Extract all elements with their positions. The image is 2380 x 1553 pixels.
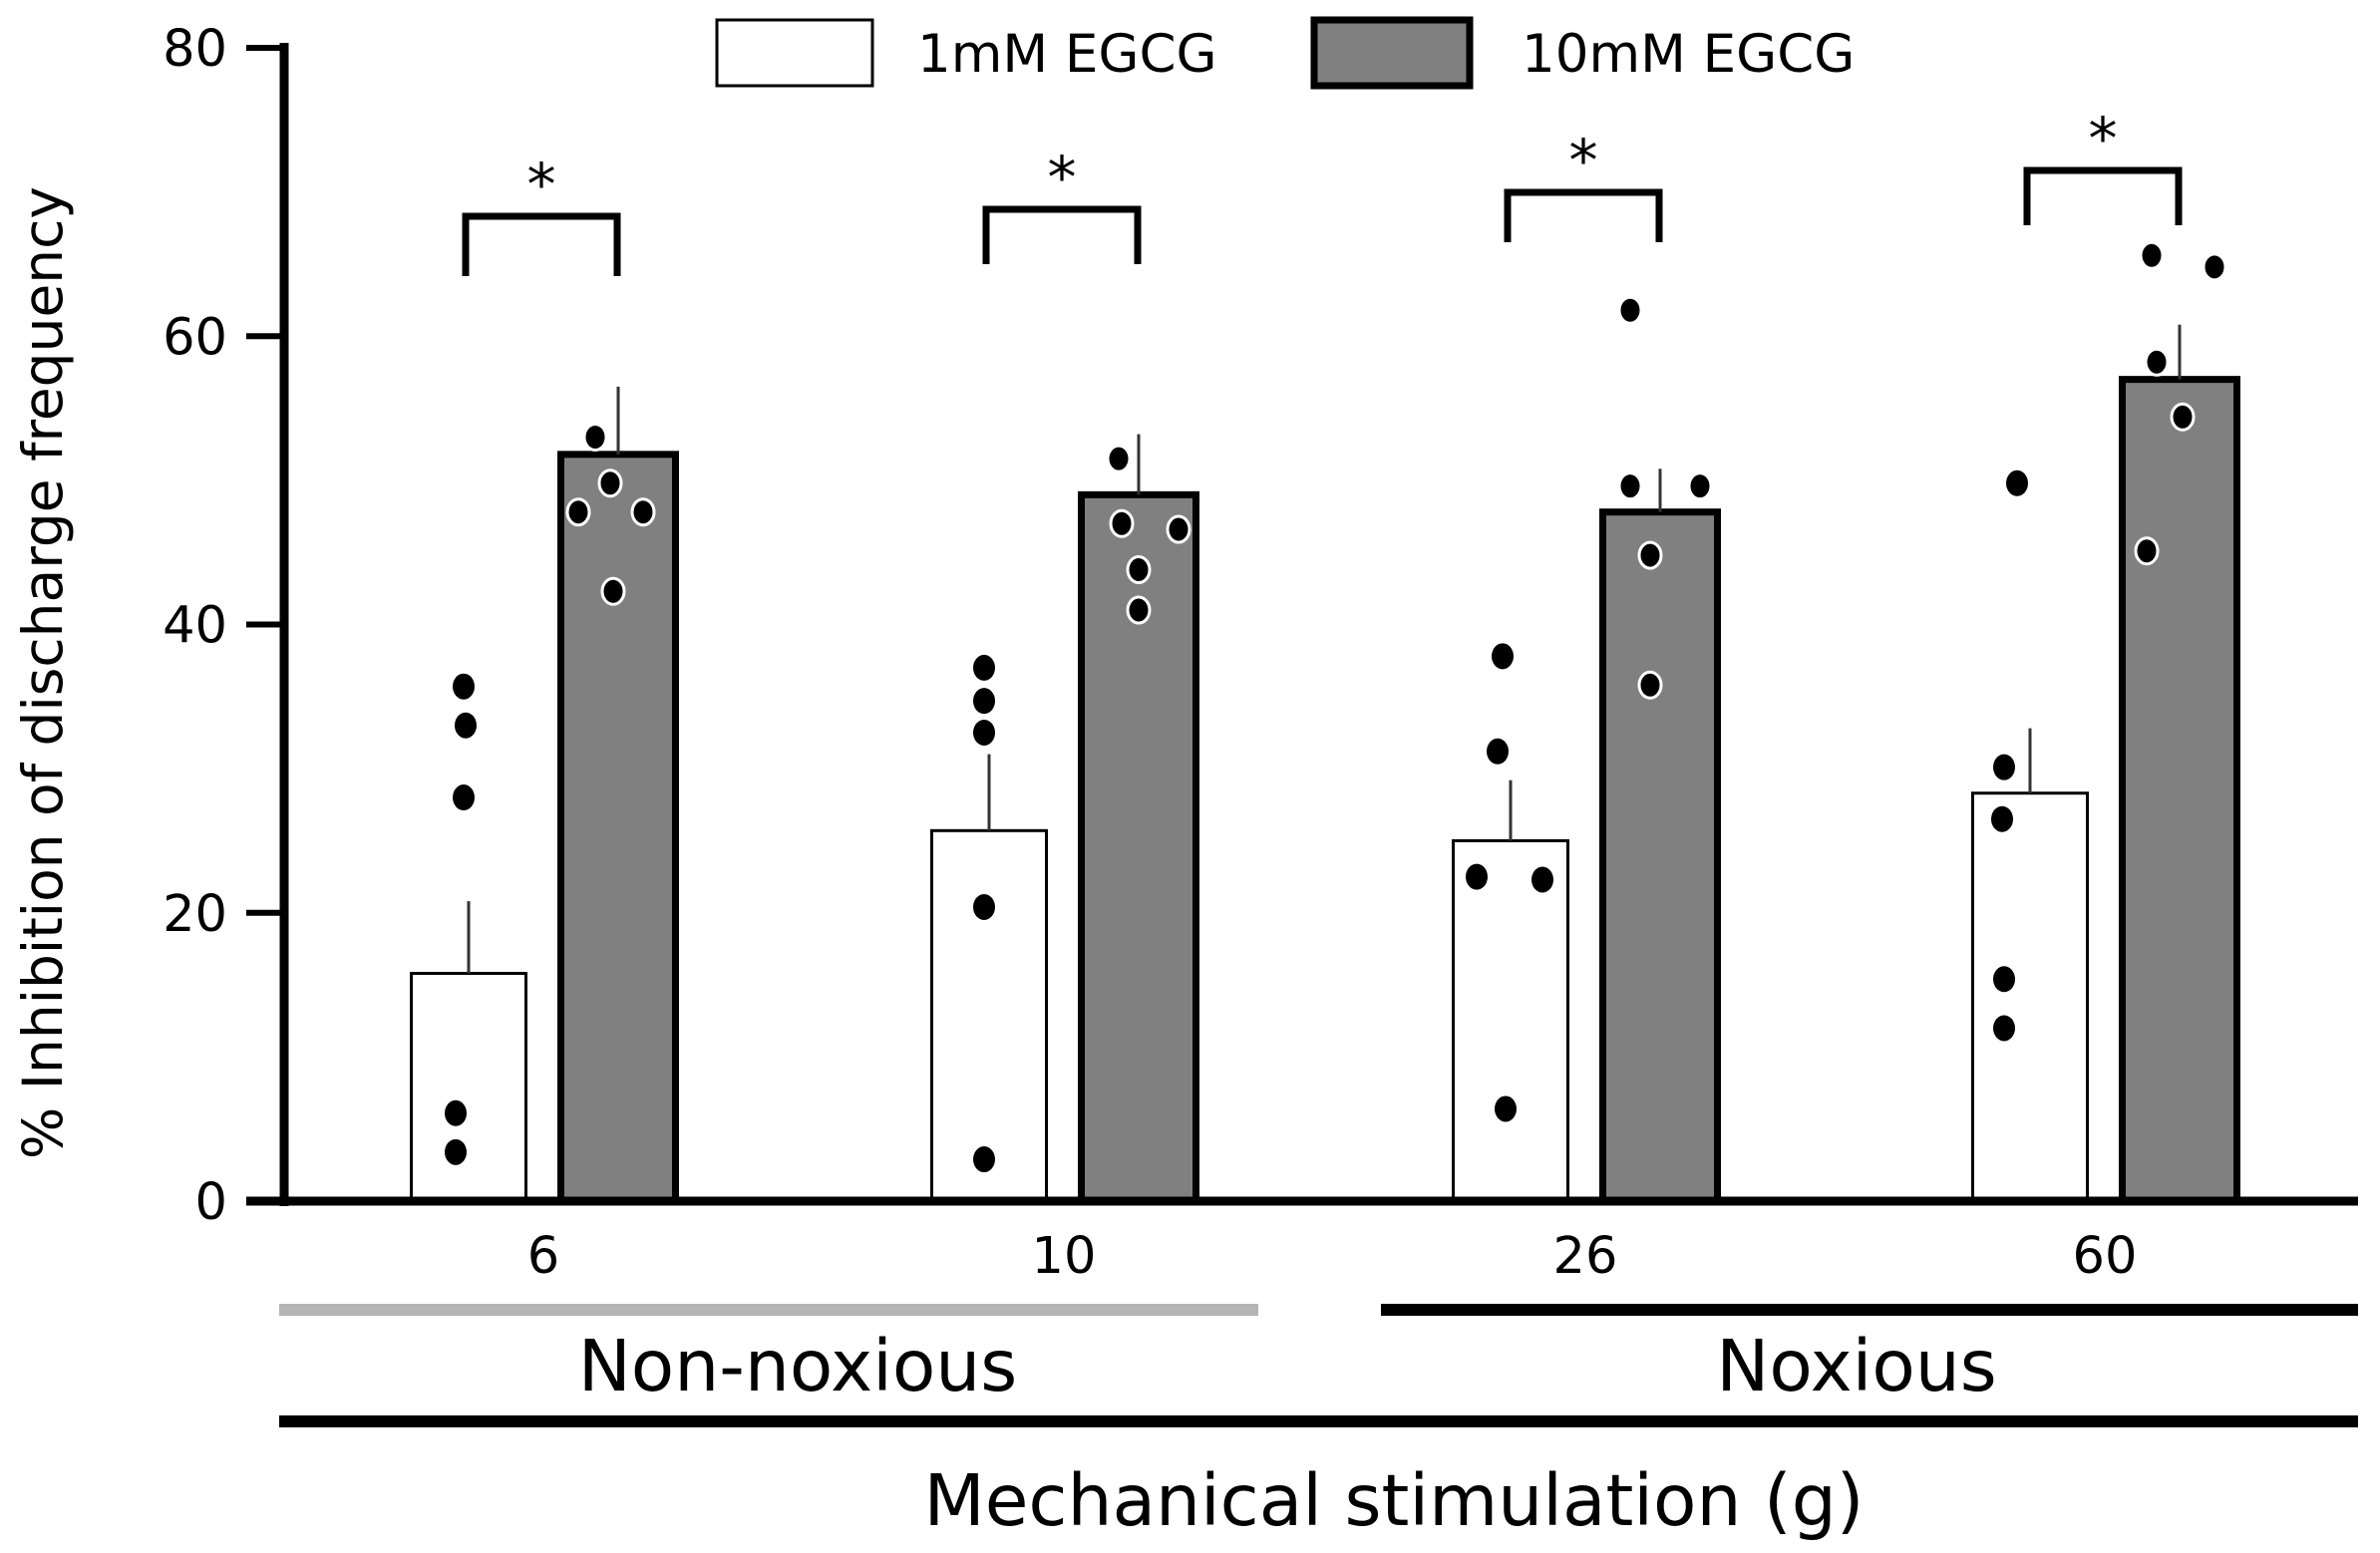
data-point: [453, 673, 475, 700]
significance-bracket: [2023, 166, 2183, 225]
x-axis-label: Mechanical stimulation (g): [923, 1459, 1864, 1542]
data-point: [1993, 1015, 2015, 1042]
significance-label: *: [1048, 144, 1077, 211]
x-tick-label: 26: [1553, 1227, 1618, 1286]
significance-bracket: [1504, 188, 1663, 242]
data-point: [597, 468, 623, 498]
data-point: [973, 688, 995, 715]
group-label: Non-noxious: [578, 1325, 1018, 1407]
significance-label: *: [1569, 127, 1598, 194]
x-tick-label: 10: [1032, 1227, 1097, 1286]
significance-brackets: * * * *: [462, 105, 2183, 276]
data-point: [973, 719, 995, 746]
data-point: [2202, 252, 2227, 282]
data-point: [1166, 514, 1191, 544]
y-tick-label: 80: [163, 20, 227, 79]
data-point: [630, 497, 656, 527]
x-tick-label: 60: [2073, 1227, 2138, 1286]
x-tick-label: 6: [527, 1227, 559, 1286]
legend-label: 10mM EGCG: [1522, 24, 1855, 85]
data-point: [1637, 670, 1663, 700]
bar: [1971, 791, 2089, 1203]
data-point: [1617, 471, 1643, 501]
data-point: [1492, 643, 1514, 670]
group-label: Noxious: [1716, 1325, 1997, 1407]
data-point: [2139, 240, 2165, 270]
x-axis-ticks: 6 10 26 60: [527, 1227, 2138, 1286]
bar: [410, 971, 527, 1203]
stimulus-groups: Non-noxious Noxious: [279, 1304, 2358, 1427]
y-tick-label: 20: [163, 885, 227, 944]
data-point: [2144, 347, 2170, 377]
data-point: [973, 893, 995, 920]
data-point: [1637, 540, 1663, 570]
data-points: [445, 240, 2227, 1173]
axes: [246, 43, 2358, 1206]
data-point: [1466, 863, 1488, 890]
data-point: [445, 1138, 467, 1165]
y-axis-ticks: 0 20 40 60 80: [163, 20, 284, 1232]
y-axis-label: % Inhibition of discharge frequency: [11, 186, 75, 1159]
data-point: [2006, 469, 2028, 496]
data-point: [1126, 555, 1152, 585]
data-point: [1687, 471, 1713, 501]
data-point: [445, 1099, 467, 1126]
legend-swatch: [715, 18, 874, 88]
error-bars: [467, 324, 2182, 974]
data-point: [2170, 402, 2196, 432]
data-point: [600, 576, 626, 606]
data-point: [455, 712, 477, 739]
data-point: [565, 497, 591, 527]
legend: 1mM EGCG 10mM EGCG: [715, 16, 1855, 90]
data-point: [1106, 444, 1132, 473]
y-tick-label: 40: [163, 597, 227, 656]
data-point: [453, 784, 475, 811]
bar: [1452, 838, 1569, 1203]
y-tick-label: 60: [163, 308, 227, 367]
data-point: [1109, 508, 1135, 538]
data-point: [1993, 754, 2015, 780]
data-point: [1126, 595, 1152, 625]
data-point: [973, 654, 995, 681]
bar: [2119, 376, 2240, 1205]
data-point: [1993, 966, 2015, 993]
data-point: [2134, 536, 2160, 566]
legend-swatch: [1310, 16, 1474, 90]
data-point: [1487, 738, 1509, 765]
data-point: [973, 1146, 995, 1173]
y-tick-label: 0: [195, 1173, 227, 1232]
bar: [557, 451, 679, 1205]
bars: [410, 376, 2240, 1205]
data-point: [1991, 805, 2013, 832]
significance-label: *: [2089, 105, 2118, 172]
data-point: [1617, 295, 1643, 325]
legend-label: 1mM EGCG: [917, 24, 1217, 85]
bar: [1599, 508, 1721, 1205]
significance-bracket: [982, 205, 1142, 264]
data-point: [582, 422, 608, 452]
significance-bracket: [462, 212, 621, 276]
significance-label: *: [527, 151, 556, 218]
data-point: [1495, 1095, 1517, 1122]
bar: [930, 828, 1048, 1203]
data-point: [1531, 866, 1553, 893]
